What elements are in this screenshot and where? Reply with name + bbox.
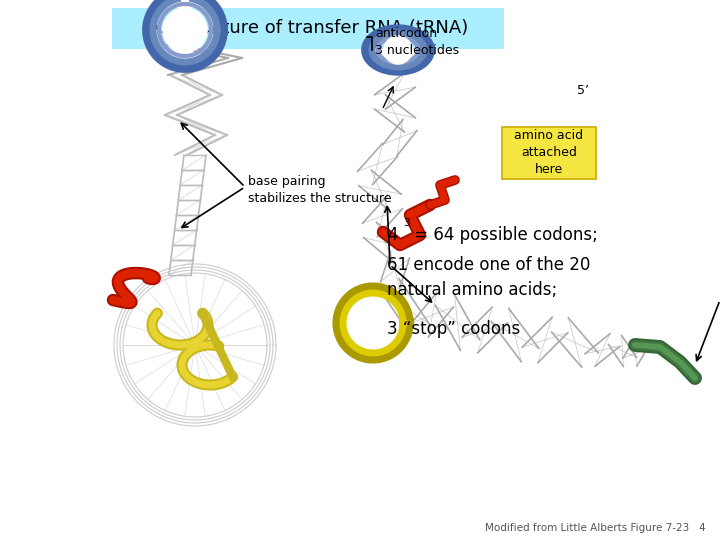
Text: anticodon
3 nucleotides: anticodon 3 nucleotides — [375, 27, 459, 57]
FancyBboxPatch shape — [502, 126, 596, 179]
Text: 4: 4 — [387, 226, 397, 244]
Circle shape — [163, 8, 207, 52]
Text: 61 encode one of the 20
natural amino acids;: 61 encode one of the 20 natural amino ac… — [387, 255, 590, 299]
Text: base pairing
stabilizes the structure: base pairing stabilizes the structure — [248, 174, 392, 206]
Text: 5’: 5’ — [577, 84, 589, 97]
Circle shape — [353, 303, 393, 343]
Text: 3 “stop” codons: 3 “stop” codons — [387, 320, 521, 339]
Text: 3: 3 — [403, 218, 410, 228]
Text: amino acid
attached
here: amino acid attached here — [514, 129, 584, 177]
FancyBboxPatch shape — [112, 8, 504, 49]
Text: = 64 possible codons;: = 64 possible codons; — [409, 226, 598, 244]
Text: A.  structure of transfer RNA (tRNA): A. structure of transfer RNA (tRNA) — [148, 19, 468, 37]
Circle shape — [384, 36, 412, 64]
Text: Modified from Little Alberts Figure 7-23   4: Modified from Little Alberts Figure 7-23… — [485, 523, 706, 533]
